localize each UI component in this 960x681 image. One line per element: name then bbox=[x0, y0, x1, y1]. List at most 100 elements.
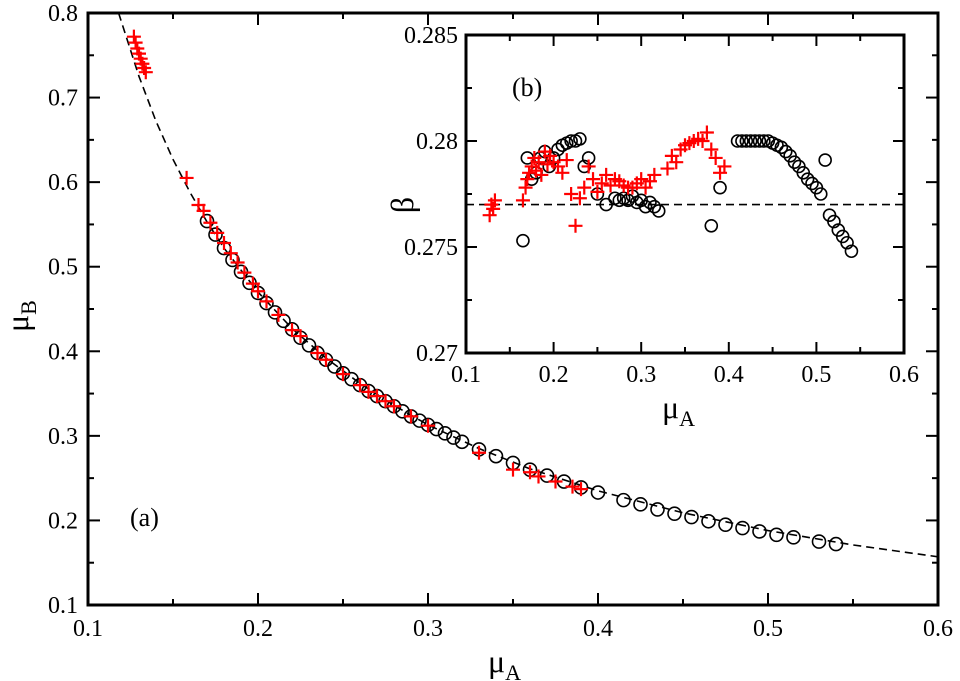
inset-cross-point bbox=[518, 180, 533, 195]
inset-x-tick-label: 0.6 bbox=[889, 362, 919, 388]
main-axis-ticks bbox=[87, 12, 939, 606]
main-y-tick-label: 0.8 bbox=[48, 1, 78, 27]
inset-cross-point bbox=[486, 201, 501, 216]
inset-cross-point bbox=[599, 167, 614, 182]
inset-cross-point bbox=[647, 167, 662, 182]
main-cross-point bbox=[210, 225, 225, 240]
main-cross-point bbox=[203, 215, 218, 230]
main-circle-point bbox=[454, 434, 470, 450]
main-y-tick-label: 0.4 bbox=[48, 339, 78, 365]
main-y-axis-label: μB bbox=[0, 300, 41, 332]
inset-circle-point bbox=[805, 176, 819, 191]
main-circle-point bbox=[684, 509, 699, 525]
main-y-tick-label: 0.3 bbox=[48, 424, 78, 450]
main-circle-point bbox=[395, 404, 410, 419]
inset-y-tick-label: 0.285 bbox=[404, 23, 458, 49]
inset-x-tick-labels: 0.1 0.2 0.3 0.4 0.5 0.6 bbox=[451, 362, 919, 388]
main-circle-point bbox=[769, 527, 784, 543]
inset-cross-point bbox=[522, 165, 537, 180]
inset-cross-point bbox=[564, 187, 579, 201]
inset-circle-point bbox=[638, 199, 653, 214]
inset-circle-point bbox=[643, 195, 657, 210]
main-cross-point bbox=[251, 284, 265, 299]
inset-y-tick-labels: 0.27 0.275 0.28 0.285 bbox=[404, 23, 458, 367]
inset-cross-point bbox=[669, 155, 684, 170]
inset-circle-point bbox=[840, 235, 854, 250]
inset-circle-point bbox=[704, 219, 719, 233]
inset-circle-point bbox=[573, 132, 587, 146]
inset-circle-point bbox=[787, 155, 802, 169]
main-circle-point bbox=[786, 530, 801, 545]
inset-cross-point bbox=[634, 172, 649, 187]
main-y-tick-labels: 0.1 0.2 0.3 0.4 0.5 0.6 0.7 0.8 bbox=[48, 1, 78, 619]
main-cross-point bbox=[370, 389, 384, 404]
inset-circle-point bbox=[743, 134, 758, 148]
inset-cross-point bbox=[660, 161, 675, 176]
inset-cross-point bbox=[708, 150, 723, 165]
main-circle-point bbox=[667, 506, 682, 521]
main-circle-point bbox=[301, 338, 317, 353]
main-x-tick-labels: 0.1 0.2 0.3 0.4 0.5 0.6 bbox=[73, 616, 953, 642]
main-y-tick-label: 0.6 bbox=[48, 170, 78, 196]
main-y-tick-label: 0.5 bbox=[48, 255, 78, 281]
main-cross-point bbox=[421, 418, 435, 433]
inset-y-axis-label: β bbox=[384, 197, 420, 213]
main-cross-point bbox=[472, 445, 486, 460]
main-circle-point bbox=[616, 492, 631, 508]
main-circle-point bbox=[718, 517, 733, 532]
main-x-tick-label: 0.1 bbox=[73, 616, 103, 642]
main-cross-point bbox=[230, 255, 245, 270]
inset-circle-point bbox=[774, 140, 789, 155]
inset-x-tick-label: 0.1 bbox=[451, 362, 481, 388]
inset-cross-point bbox=[586, 172, 601, 187]
main-y-axis-label-symbol: μ bbox=[0, 315, 35, 332]
main-circle-point bbox=[488, 448, 504, 464]
main-circle-point bbox=[437, 426, 453, 441]
main-circle-point bbox=[811, 534, 827, 549]
inset-cross-point bbox=[559, 153, 574, 168]
inset-cross-point bbox=[577, 180, 592, 195]
main-x-tick-label: 0.4 bbox=[583, 616, 613, 642]
inset-cross-point bbox=[531, 155, 546, 170]
inset-cross-point bbox=[581, 159, 596, 174]
main-cross-point bbox=[548, 474, 563, 489]
main-cross-point bbox=[404, 409, 418, 424]
inset-cross-point bbox=[540, 157, 555, 172]
inset-cross-point bbox=[487, 193, 502, 208]
main-circle-point bbox=[828, 536, 844, 552]
main-circle-point bbox=[412, 413, 427, 428]
inset-cross-point bbox=[717, 159, 732, 174]
inset-circle-point bbox=[739, 134, 754, 148]
inset-circle-point bbox=[800, 172, 815, 186]
main-cross-point bbox=[245, 276, 260, 291]
inset-cross-point bbox=[590, 184, 605, 199]
main-cross-point bbox=[196, 203, 211, 218]
inset-x-tick-label: 0.2 bbox=[539, 362, 569, 388]
main-circle-point bbox=[327, 359, 342, 374]
main-cross-point bbox=[293, 329, 308, 344]
inset-cross-series bbox=[482, 125, 732, 233]
panel-label-a: (a) bbox=[130, 503, 159, 532]
inset-y-tick-label: 0.27 bbox=[416, 341, 458, 367]
main-cross-point bbox=[271, 307, 286, 322]
inset-circle-point bbox=[827, 214, 841, 229]
main-x-axis-label-symbol: μ bbox=[488, 643, 505, 679]
inset-cross-point bbox=[482, 208, 497, 223]
main-circle-point bbox=[735, 520, 750, 536]
inset-cross-point bbox=[695, 134, 710, 148]
inset-circle-point bbox=[564, 134, 578, 148]
inset-circle-point bbox=[713, 180, 727, 195]
main-circle-point bbox=[267, 305, 283, 320]
main-cross-point bbox=[378, 394, 393, 409]
main-cross-point bbox=[138, 65, 153, 80]
main-y-tick-label: 0.1 bbox=[48, 593, 78, 619]
inset-cross-point bbox=[515, 193, 530, 208]
inset-cross-point bbox=[572, 191, 587, 206]
inset-circle-point bbox=[748, 134, 762, 148]
inset-circle-point bbox=[651, 204, 666, 218]
inset-y-tick-label: 0.28 bbox=[416, 129, 458, 155]
inset-x-axis-label: μA bbox=[662, 389, 695, 431]
main-cross-series bbox=[126, 29, 588, 497]
inset-plot-frame bbox=[464, 33, 906, 355]
main-cross-point bbox=[523, 465, 537, 480]
